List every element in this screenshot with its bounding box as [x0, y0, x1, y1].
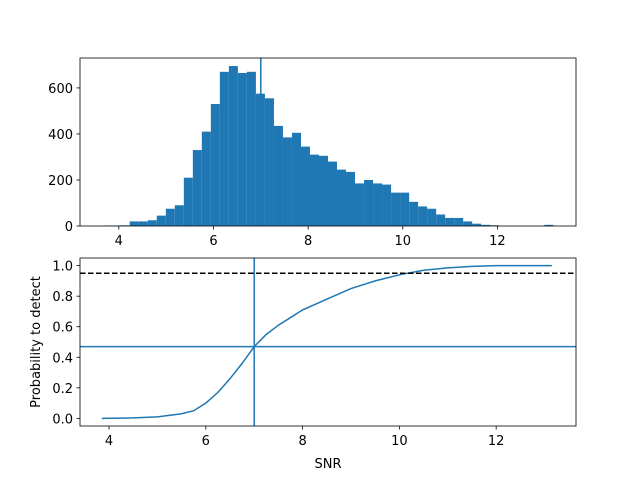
bar: [445, 218, 454, 226]
bar: [148, 220, 157, 226]
x-tick-label: 6: [202, 434, 210, 449]
bar: [229, 66, 238, 226]
bar: [292, 133, 301, 226]
y-tick-label: 1.0: [52, 260, 73, 275]
bar: [265, 98, 274, 226]
y-tick-label: 0: [65, 220, 73, 235]
y-tick-label: 0.0: [52, 412, 73, 427]
x-axis-label: SNR: [314, 457, 341, 472]
bar: [130, 221, 139, 226]
bar: [355, 183, 364, 226]
y-tick-label: 0.4: [52, 351, 73, 366]
bar: [238, 73, 247, 226]
bar: [247, 72, 256, 226]
bar: [139, 221, 148, 226]
plot-area: [103, 58, 554, 226]
axes-frame: [80, 258, 576, 426]
y-tick-label: 600: [48, 82, 73, 97]
bar: [463, 221, 472, 226]
bar: [193, 150, 202, 226]
x-tick-label: 10: [391, 434, 408, 449]
bar: [211, 104, 220, 226]
bar: [283, 137, 292, 226]
bar: [400, 193, 409, 226]
y-axis-label: Probability to detect: [29, 276, 44, 408]
bar: [202, 132, 211, 226]
bar: [157, 216, 166, 226]
y-tick-label: 200: [48, 174, 73, 189]
x-tick-label: 4: [115, 234, 123, 249]
bar: [301, 147, 310, 226]
bar: [337, 170, 346, 226]
y-tick-label: 400: [48, 128, 73, 143]
bar: [454, 218, 463, 226]
x-tick-label: 6: [209, 234, 217, 249]
bar: [427, 209, 436, 226]
bar: [220, 72, 229, 226]
bar: [328, 162, 337, 226]
bar: [418, 206, 427, 226]
bar: [373, 183, 382, 226]
x-tick-label: 4: [105, 434, 113, 449]
bar: [274, 126, 283, 226]
bar: [391, 193, 400, 226]
plot-area: [80, 258, 576, 426]
bar: [310, 155, 319, 226]
bar: [382, 185, 391, 226]
x-tick-label: 8: [298, 434, 306, 449]
x-tick-label: 12: [488, 434, 505, 449]
x-tick-label: 8: [304, 234, 312, 249]
bar: [166, 209, 175, 226]
x-tick-label: 10: [395, 234, 412, 249]
bar: [436, 214, 445, 226]
bar: [184, 178, 193, 226]
bar: [409, 202, 418, 226]
bar: [346, 172, 355, 226]
bar: [364, 180, 373, 226]
line: [102, 266, 552, 419]
bar: [175, 205, 184, 226]
y-tick-label: 0.6: [52, 321, 73, 336]
x-tick-label: 12: [489, 234, 506, 249]
y-tick-label: 0.8: [52, 290, 73, 305]
y-tick-label: 0.2: [52, 382, 73, 397]
bar: [319, 156, 328, 226]
